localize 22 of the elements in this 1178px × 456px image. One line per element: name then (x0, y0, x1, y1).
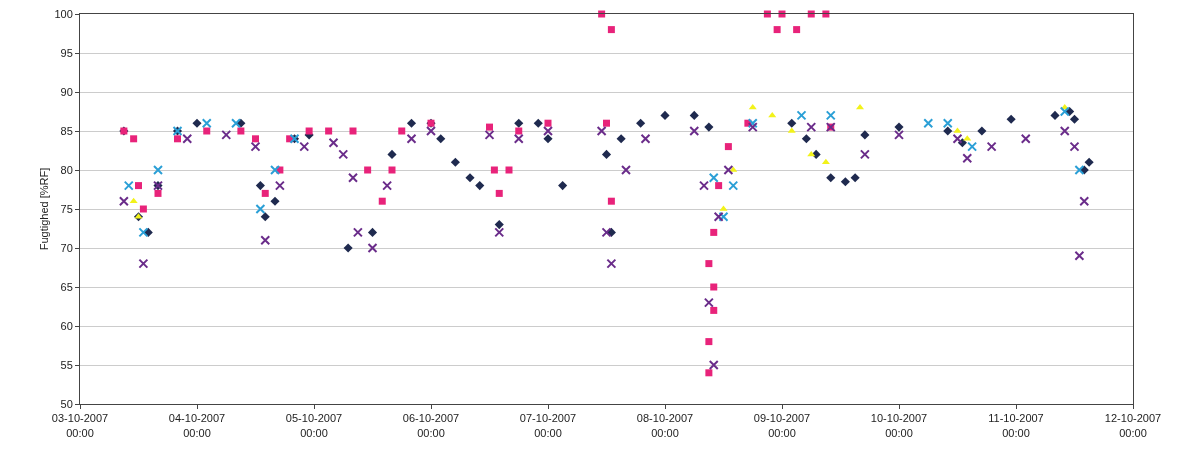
x-tick-label: 12-10-2007 00:00 (1104, 412, 1162, 439)
y-tick-label: 85 (60, 124, 73, 137)
y-tick-label: 65 (60, 280, 73, 293)
y-tick-label: 50 (60, 397, 73, 410)
y-tick-label: 75 (60, 202, 73, 215)
y-tick-label: 60 (60, 319, 73, 332)
y-tick-label: 95 (60, 46, 73, 59)
y-tick-label: 100 (54, 7, 73, 20)
x-tick-label: 03-10-2007 00:00 (51, 412, 109, 439)
y-tick-label: 70 (60, 241, 73, 254)
y-tick-label: 55 (60, 358, 73, 371)
x-tick-label: 09-10-2007 00:00 (753, 412, 811, 439)
x-tick-label: 05-10-2007 00:00 (285, 412, 343, 439)
x-tick-label: 06-10-2007 00:00 (402, 412, 460, 439)
x-tick-label: 11-10-2007 00:00 (988, 412, 1044, 439)
x-tick-label: 08-10-2007 00:00 (636, 412, 694, 439)
y-tick-label: 90 (60, 85, 73, 98)
y-axis-title: Fugtighed [%RF] (38, 167, 50, 251)
y-tick-label: 80 (60, 163, 73, 176)
x-tick-label: 04-10-2007 00:00 (168, 412, 226, 439)
x-tick-label: 10-10-2007 00:00 (870, 412, 928, 439)
x-tick-label: 07-10-2007 00:00 (519, 412, 577, 439)
